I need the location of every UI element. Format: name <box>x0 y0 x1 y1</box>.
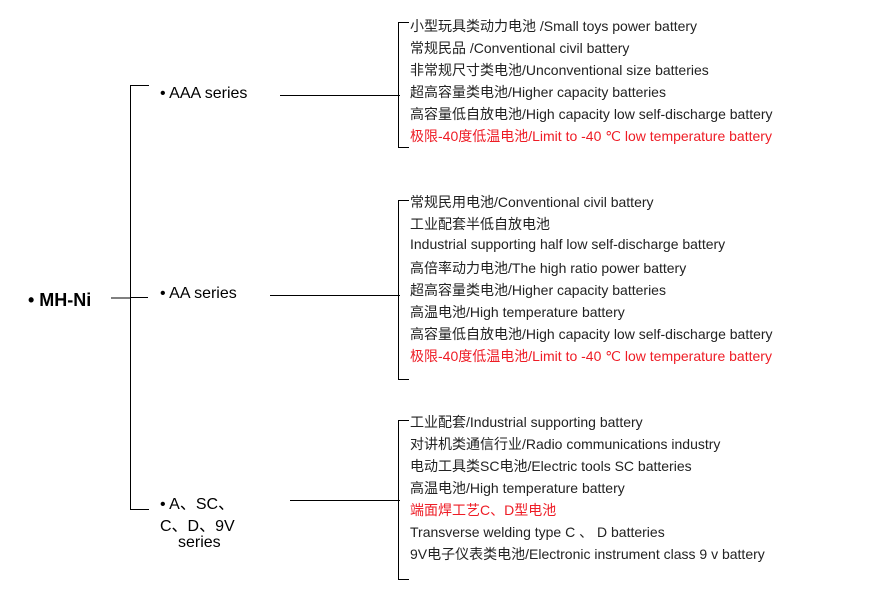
leaf-item: 高容量低自放电池/High capacity low self-discharg… <box>410 324 773 344</box>
series-label-ascd-line3: series <box>178 534 221 552</box>
leaf-item: 对讲机类通信行业/Radio communications industry <box>410 434 720 454</box>
leaf-item: 极限-40度低温电池/Limit to -40 ℃ low temperatur… <box>410 346 772 366</box>
leaf-item: 高温电池/High temperature battery <box>410 478 625 498</box>
leaf-item: 常规民用电池/Conventional civil battery <box>410 192 654 212</box>
bracket-root-mid-stub <box>130 297 148 298</box>
leaf-item: 超高容量类电池/Higher capacity batteries <box>410 82 666 102</box>
bracket-ascd <box>398 420 399 580</box>
bracket-aaa <box>398 22 399 148</box>
leaf-item: 端面焊工艺C、D型电池 <box>410 500 556 520</box>
bracket-aa <box>398 200 399 380</box>
leaf-item: 9V电子仪表类电池/Electronic instrument class 9 … <box>410 544 765 564</box>
leaf-item: 电动工具类SC电池/Electric tools SC batteries <box>410 456 692 476</box>
leaf-item: 小型玩具类动力电池 /Small toys power battery <box>410 16 697 36</box>
leaf-item: 高容量低自放电池/High capacity low self-discharg… <box>410 104 773 124</box>
leaf-item: 工业配套半低自放电池 <box>410 214 550 234</box>
leaf-item: Transverse welding type C 、 D batteries <box>410 522 665 542</box>
series-label-ascd-line1: • A、SC、 <box>160 490 234 514</box>
series-label-aaa: • AAA series <box>160 85 247 103</box>
leaf-item: 常规民品 /Conventional civil battery <box>410 38 629 58</box>
leaf-item: 高温电池/High temperature battery <box>410 302 625 322</box>
leaf-item: 工业配套/Industrial supporting battery <box>410 412 643 432</box>
series-connector-aaa <box>280 95 400 96</box>
series-connector-aa <box>270 295 400 296</box>
leaf-item: Industrial supporting half low self-disc… <box>410 236 725 252</box>
series-label-aa: • AA series <box>160 285 237 303</box>
leaf-item: 高倍率动力电池/The high ratio power battery <box>410 258 686 278</box>
leaf-item: 超高容量类电池/Higher capacity batteries <box>410 280 666 300</box>
leaf-item: 非常规尺寸类电池/Unconventional size batteries <box>410 60 709 80</box>
leaf-item: 极限-40度低温电池/Limit to -40 ℃ low temperatur… <box>410 126 772 146</box>
tree-root-label: • MH-Ni <box>28 290 91 311</box>
series-label-ascd-line2: C、D、9V <box>160 512 235 536</box>
series-connector-ascd <box>290 500 400 501</box>
